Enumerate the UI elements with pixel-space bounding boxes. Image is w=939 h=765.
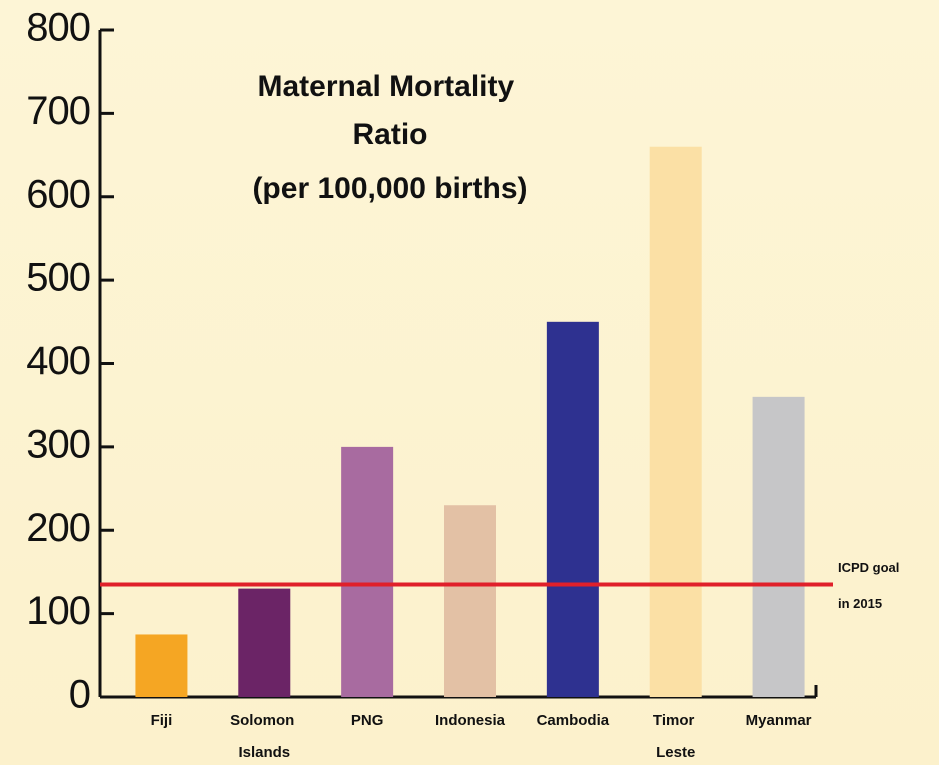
x-tick-label: Cambodia bbox=[537, 712, 610, 729]
bar bbox=[752, 396, 805, 697]
y-tick-label: 300 bbox=[26, 422, 90, 466]
bar bbox=[341, 446, 394, 697]
y-tick-label: 500 bbox=[26, 256, 90, 300]
x-tick-label: Indonesia bbox=[435, 712, 506, 729]
bar bbox=[238, 588, 291, 697]
x-tick-label: Myanmar bbox=[746, 712, 812, 729]
x-tick-label: Fiji bbox=[151, 712, 173, 729]
reference-label: in 2015 bbox=[838, 596, 882, 611]
reference-label: ICPD goal bbox=[838, 560, 899, 575]
y-tick-label: 400 bbox=[26, 339, 90, 383]
bar bbox=[135, 634, 188, 697]
bar bbox=[649, 146, 702, 698]
chart-title: Maternal Mortality Ratio bbox=[257, 70, 522, 151]
chart-subtitle: (per 100,000 births) bbox=[252, 172, 527, 205]
bar bbox=[444, 505, 496, 697]
y-tick-label: 800 bbox=[26, 6, 90, 50]
x-tick-label: Solomon Islands bbox=[230, 712, 298, 761]
x-tick-label: Timor Leste bbox=[653, 712, 699, 761]
y-tick-label: 100 bbox=[26, 589, 90, 633]
y-tick-label: 200 bbox=[26, 506, 90, 550]
y-tick-label: 600 bbox=[26, 172, 90, 216]
bar bbox=[546, 321, 599, 697]
x-tick-label: PNG bbox=[351, 712, 384, 729]
y-tick-label: 700 bbox=[26, 89, 90, 133]
y-tick-label: 0 bbox=[69, 673, 90, 717]
